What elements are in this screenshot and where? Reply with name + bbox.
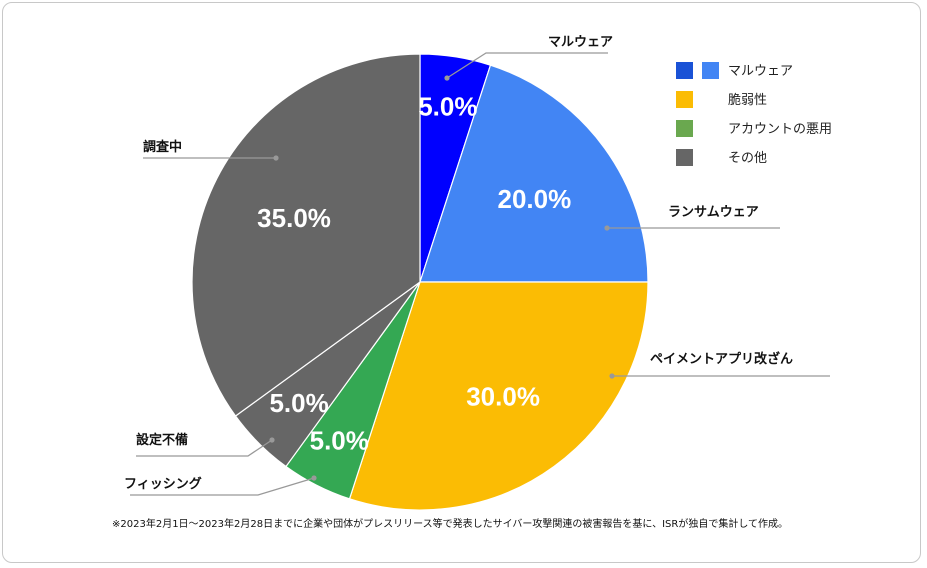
percent-label-4: 5.0% <box>310 425 369 455</box>
callout-label-4: フィッシング <box>124 476 202 492</box>
percent-labels: 5.0% 20.0% 30.0% 5.0% 5.0% 35.0% <box>257 91 571 455</box>
pie-slices <box>191 53 649 511</box>
percent-label-6: 35.0% <box>257 203 331 233</box>
callout-line-5 <box>136 439 273 457</box>
callout-label-6: 調査中 <box>143 139 182 155</box>
percent-label-2: 20.0% <box>497 184 571 214</box>
callout-dot-2 <box>604 225 610 231</box>
legend-swatch-1-2 <box>702 62 719 79</box>
percent-label-1: 5.0% <box>418 91 477 121</box>
footnote: ※2023年2月1日～2023年2月28日までに企業や団体がプレスリリース等で発… <box>112 517 788 530</box>
callout-dot-3 <box>609 373 615 379</box>
callout-dot-6 <box>273 155 279 161</box>
callout-dot-4 <box>311 475 317 481</box>
legend-label-4: その他 <box>728 151 767 166</box>
pie-slice-3 <box>348 281 649 511</box>
callout-label-3: ペイメントアプリ改ざん <box>650 351 793 367</box>
legend-swatch-2-1 <box>676 91 693 108</box>
percent-label-5: 5.0% <box>269 388 328 418</box>
callout-dot-1 <box>444 75 450 81</box>
callout-label-1: マルウェア <box>548 35 613 50</box>
callout-line-4 <box>130 477 315 496</box>
legend-swatch-1-1 <box>676 62 693 79</box>
pie-slice-6 <box>191 53 421 417</box>
legend-swatch-3-1 <box>676 120 693 137</box>
callout-label-5: 設定不備 <box>136 432 188 448</box>
callout-dot-5 <box>269 437 275 443</box>
legend-label-3: アカウントの悪用 <box>728 122 832 137</box>
pie-slice-2 <box>419 64 649 283</box>
callout-label-2: ランサムウェア <box>668 205 759 220</box>
legend-label-1: マルウェア <box>728 64 793 79</box>
callout-line-1 <box>446 52 608 79</box>
legend-label-2: 脆弱性 <box>728 92 767 108</box>
percent-label-3: 30.0% <box>466 381 540 411</box>
legend-swatch-4-1 <box>676 149 693 166</box>
